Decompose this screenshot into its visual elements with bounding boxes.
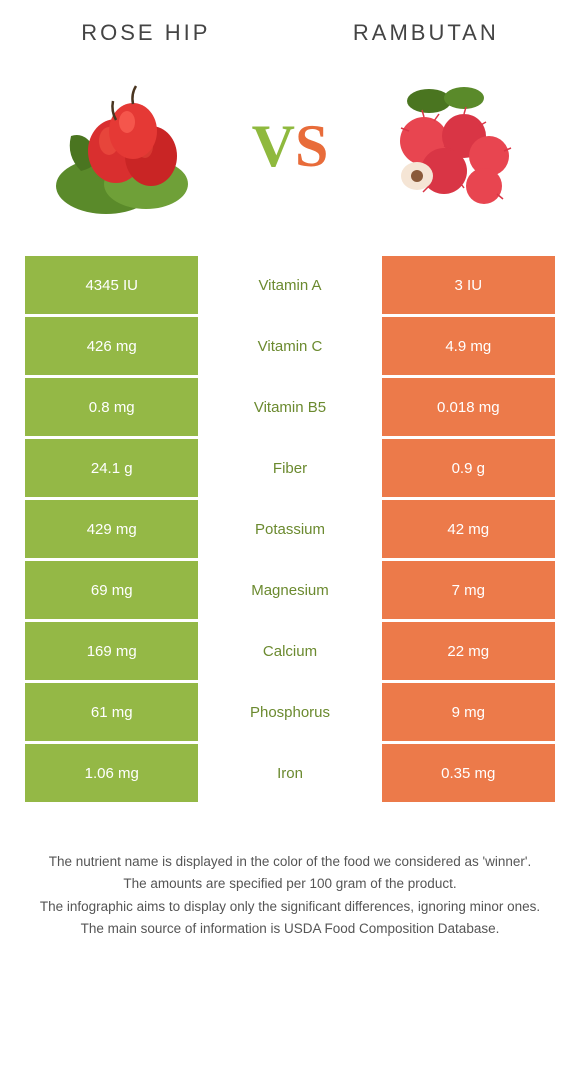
- left-value-cell: 4345 IU: [25, 256, 198, 314]
- nutrient-name-cell: Fiber: [198, 439, 381, 497]
- table-row: 4345 IUVitamin A3 IU: [25, 256, 555, 314]
- left-value-cell: 169 mg: [25, 622, 198, 680]
- left-food-title: Rose hip: [81, 20, 210, 46]
- right-value-cell: 22 mg: [382, 622, 555, 680]
- nutrient-name-cell: Calcium: [198, 622, 381, 680]
- rose-hip-image: [51, 76, 211, 216]
- nutrient-name-cell: Phosphorus: [198, 683, 381, 741]
- table-row: 169 mgCalcium22 mg: [25, 622, 555, 680]
- footer-line-4: The main source of information is USDA F…: [30, 919, 550, 939]
- right-value-cell: 0.018 mg: [382, 378, 555, 436]
- table-row: 429 mgPotassium42 mg: [25, 500, 555, 558]
- nutrient-name-cell: Vitamin C: [198, 317, 381, 375]
- vs-s: S: [295, 113, 328, 179]
- right-value-cell: 7 mg: [382, 561, 555, 619]
- header-titles: Rose hip Rambutan: [10, 20, 570, 46]
- comparison-table: 4345 IUVitamin A3 IU426 mgVitamin C4.9 m…: [10, 256, 570, 802]
- table-row: 1.06 mgIron0.35 mg: [25, 744, 555, 802]
- left-value-cell: 24.1 g: [25, 439, 198, 497]
- vs-label: VS: [252, 112, 329, 181]
- table-row: 0.8 mgVitamin B50.018 mg: [25, 378, 555, 436]
- table-row: 61 mgPhosphorus9 mg: [25, 683, 555, 741]
- right-value-cell: 9 mg: [382, 683, 555, 741]
- nutrient-name-cell: Potassium: [198, 500, 381, 558]
- rambutan-image: [369, 76, 529, 216]
- right-value-cell: 0.9 g: [382, 439, 555, 497]
- left-value-cell: 0.8 mg: [25, 378, 198, 436]
- right-value-cell: 3 IU: [382, 256, 555, 314]
- images-row: VS: [10, 76, 570, 216]
- left-value-cell: 69 mg: [25, 561, 198, 619]
- nutrient-name-cell: Vitamin A: [198, 256, 381, 314]
- right-value-cell: 42 mg: [382, 500, 555, 558]
- nutrient-name-cell: Magnesium: [198, 561, 381, 619]
- table-row: 24.1 gFiber0.9 g: [25, 439, 555, 497]
- footer-line-1: The nutrient name is displayed in the co…: [30, 852, 550, 872]
- nutrient-name-cell: Iron: [198, 744, 381, 802]
- left-value-cell: 1.06 mg: [25, 744, 198, 802]
- left-value-cell: 429 mg: [25, 500, 198, 558]
- right-value-cell: 0.35 mg: [382, 744, 555, 802]
- left-value-cell: 426 mg: [25, 317, 198, 375]
- footer-line-3: The infographic aims to display only the…: [30, 897, 550, 917]
- vs-v: V: [252, 113, 295, 179]
- footer-notes: The nutrient name is displayed in the co…: [10, 852, 570, 939]
- nutrient-name-cell: Vitamin B5: [198, 378, 381, 436]
- right-food-title: Rambutan: [353, 20, 499, 46]
- table-row: 69 mgMagnesium7 mg: [25, 561, 555, 619]
- footer-line-2: The amounts are specified per 100 gram o…: [30, 874, 550, 894]
- left-value-cell: 61 mg: [25, 683, 198, 741]
- right-value-cell: 4.9 mg: [382, 317, 555, 375]
- table-row: 426 mgVitamin C4.9 mg: [25, 317, 555, 375]
